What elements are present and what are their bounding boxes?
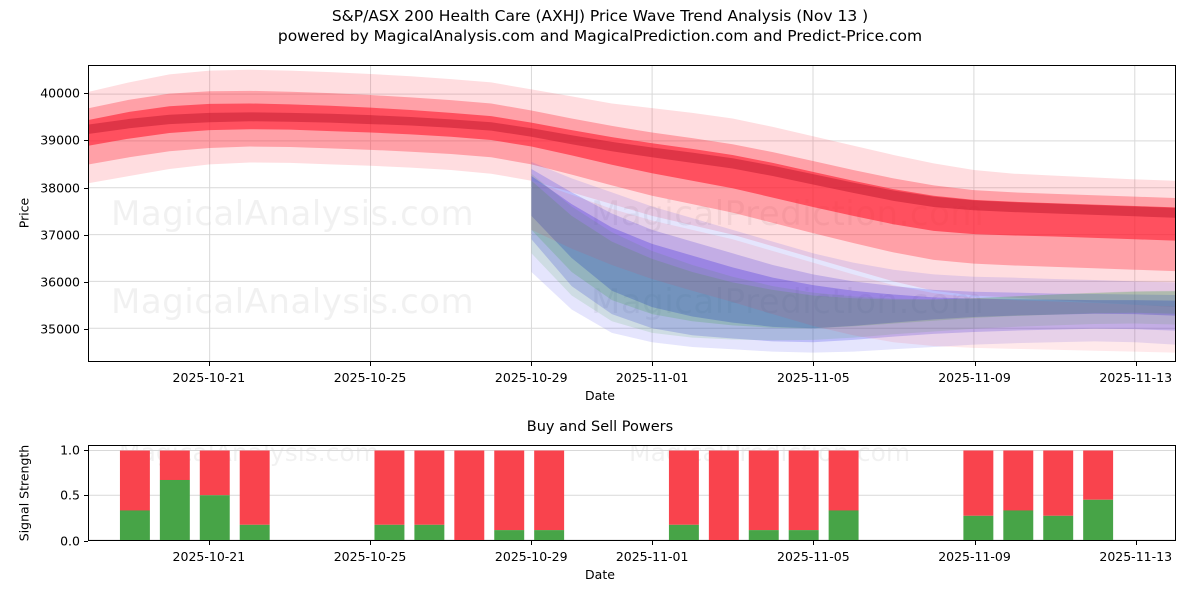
main-x-axis-title: Date [585, 388, 615, 403]
power-x-tick-label: 2025-11-05 [777, 549, 850, 564]
main-y-tick-label: 37000 [40, 227, 80, 243]
price-wave-chart: MagicalAnalysis.com MagicalPrediction.co… [88, 65, 1176, 362]
power-x-tick-mark [208, 541, 210, 545]
main-x-tick-mark [208, 362, 210, 366]
main-y-tick-mark [84, 234, 88, 236]
main-y-tick-label: 40000 [40, 85, 80, 101]
power-y-tick-label: 0.5 [60, 487, 80, 503]
page-title: S&P/ASX 200 Health Care (AXHJ) Price Wav… [331, 7, 869, 25]
price-wave-svg [89, 66, 1175, 361]
power-y-tick-label: 1.0 [60, 442, 80, 458]
main-y-tick-mark [84, 187, 88, 189]
main-y-axis-title: Price [16, 197, 32, 229]
power-chart-title: Buy and Sell Powers [526, 419, 674, 435]
main-x-tick-label: 2025-11-13 [1099, 370, 1173, 385]
buy-sell-power-svg [89, 449, 1175, 540]
main-x-tick-mark [1135, 362, 1137, 366]
main-x-tick-label: 2025-10-25 [333, 370, 407, 385]
main-y-tick-mark [84, 281, 88, 283]
power-x-tick-mark [1135, 541, 1137, 545]
power-x-axis-title: Date [585, 567, 615, 582]
main-x-tick-label: 2025-10-21 [172, 370, 246, 385]
power-x-tick-label: 2025-10-21 [172, 549, 246, 564]
main-y-tick-mark [84, 93, 88, 95]
power-y-tick-mark [84, 541, 88, 542]
main-y-tick-mark [84, 329, 88, 330]
power-y-tick-mark [84, 449, 88, 451]
main-x-tick-label: 2025-11-05 [777, 370, 850, 385]
main-x-tick-label: 2025-11-01 [615, 370, 689, 385]
main-x-tick-mark [531, 362, 533, 366]
power-x-tick-label: 2025-10-29 [494, 549, 568, 564]
buy-sell-power-chart: MagicalAnalysis.com MagicalPrediction.co… [88, 445, 1176, 541]
power-x-tick-label: 2025-11-13 [1099, 549, 1173, 564]
main-x-tick-mark [652, 362, 654, 366]
main-y-tick-label: 38000 [40, 180, 80, 196]
main-x-tick-label: 2025-10-29 [494, 370, 568, 385]
main-y-tick-mark [84, 140, 88, 142]
power-x-tick-mark [531, 541, 533, 545]
main-y-tick-label: 36000 [40, 274, 80, 290]
power-x-tick-label: 2025-11-09 [938, 549, 1011, 564]
power-x-tick-mark [974, 541, 976, 545]
power-x-tick-label: 2025-10-25 [333, 549, 407, 564]
chart-title-block: S&P/ASX 200 Health Care (AXHJ) Price Wav… [0, 6, 1200, 46]
main-y-tick-label: 35000 [40, 321, 80, 337]
power-x-tick-mark [370, 541, 372, 545]
power-x-tick-label: 2025-11-01 [615, 549, 689, 564]
power-y-tick-mark [84, 495, 88, 497]
main-x-tick-label: 2025-11-09 [938, 370, 1011, 385]
page-subtitle: powered by MagicalAnalysis.com and Magic… [277, 27, 923, 45]
main-x-tick-mark [974, 362, 976, 366]
power-y-tick-label: 0.0 [60, 533, 80, 549]
main-y-tick-label: 39000 [40, 132, 80, 148]
power-x-tick-mark [652, 541, 654, 545]
main-x-tick-mark [813, 362, 815, 366]
power-x-tick-mark [813, 541, 815, 545]
main-x-tick-mark [370, 362, 372, 366]
